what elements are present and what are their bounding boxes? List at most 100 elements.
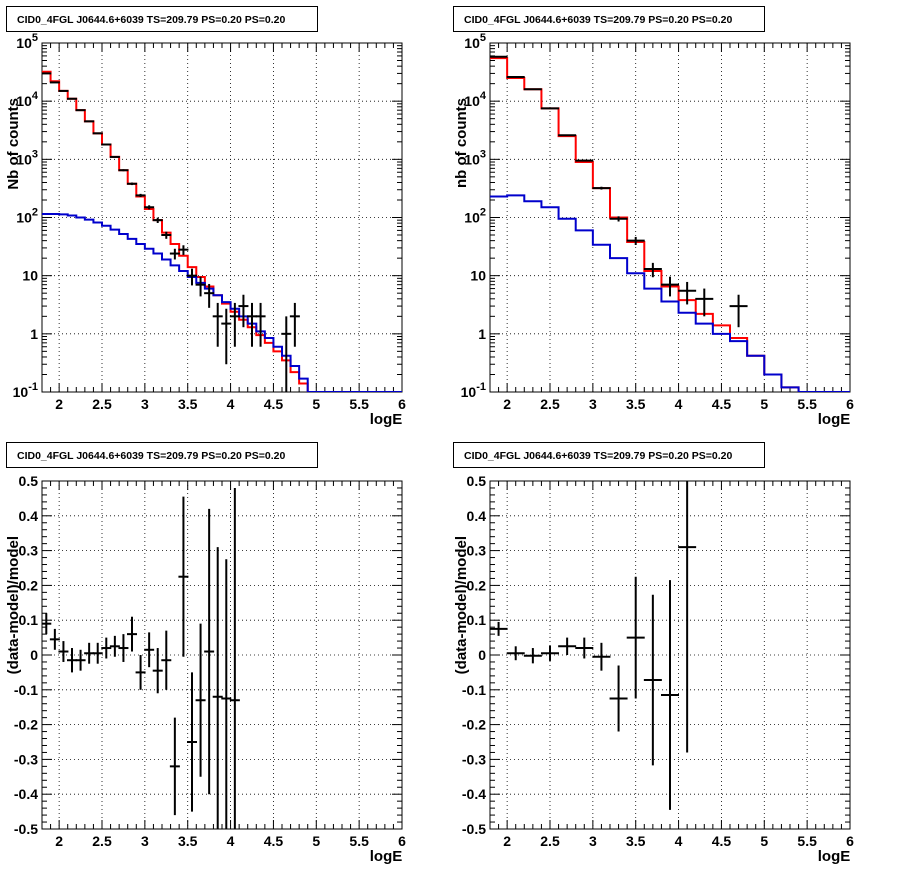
y-tick-label: -0.4 [462,786,486,802]
x-tick-label: 6 [398,833,406,849]
grid-lines [42,480,403,830]
y-tick-label: 0.4 [19,508,39,524]
x-tick-label: 2 [55,833,63,849]
data-point [575,637,594,659]
x-tick-label: 2 [503,833,511,849]
chart-panel-3: 2 2.5 3 3.5 4 4.5 5 5.5 6logE-0.5-0.4-0.3-0.2-0.… [5,473,406,865]
data-point [118,169,129,172]
total-model-line [42,70,402,392]
y-tick-label: -0.3 [14,751,38,767]
x-tick-label: 5 [760,833,768,849]
y-tick-label: 103 [464,148,486,167]
series-layer [490,481,697,810]
y-tick-label: 10-1 [13,381,38,400]
data-point [592,642,611,671]
data-points [42,72,300,392]
y-tick-label: 0.1 [467,612,487,628]
y-axis-label: Nb of counts [5,98,22,190]
data-points [490,481,697,810]
y-axis: 10-1 1 10 102 103 104 105 Nb of counts [5,32,402,400]
y-tick-label: 0.2 [467,577,487,593]
data-point [135,655,146,690]
x-tick-label: 5.5 [349,396,369,412]
x-tick-label: 2.5 [92,833,112,849]
y-tick-label: -0.5 [462,821,486,837]
data-point [109,155,120,158]
data-point [661,276,679,297]
data-point [161,231,172,239]
data-point [212,302,223,347]
data-point [84,120,95,123]
data-point [729,294,748,328]
data-point [289,302,300,347]
data-point [152,217,163,223]
y-tick-label: 10 [22,268,38,284]
x-axis-label: logE [818,848,851,865]
data-point [152,648,163,694]
data-point [609,216,628,222]
y-tick-label: -0.3 [462,751,486,767]
x-tick-label: 5 [312,833,320,849]
y-tick-label: 0.5 [19,473,39,489]
data-point [169,248,180,260]
data-point [144,205,155,210]
x-tick-label: 2.5 [540,833,560,849]
data-point [169,717,180,816]
data-point [187,672,197,812]
data-point [229,487,240,829]
x-tick-label: 5.5 [797,396,817,412]
y-axis: -0.5 -0.4 -0.3 -0.2 -0.1 0 0.1 0.2 0.3 0.4 0.5 (dat… [5,473,402,837]
y-tick-label: -0.2 [462,717,486,733]
x-axis-label: logE [370,848,403,865]
data-point [101,637,112,659]
grid-lines [490,42,851,393]
x-tick-label: 4 [227,833,235,849]
x-tick-label: 3.5 [178,833,198,849]
data-point [575,159,594,162]
data-point [204,283,215,308]
x-tick-label: 3 [589,833,597,849]
data-point [247,302,257,347]
data-point [643,594,662,766]
x-tick-label: 3 [141,833,149,849]
y-tick-label: 105 [464,32,486,51]
data-point [204,508,215,795]
series-layer [42,487,240,829]
data-point [221,559,232,829]
data-point [281,316,292,392]
y-tick-label: 1 [30,326,38,342]
x-tick-label: 3.5 [178,396,198,412]
y-axis-label: nb of counts [453,98,470,188]
data-point [92,642,103,664]
series-layer [42,70,402,392]
data-point [626,576,645,699]
data-point [678,281,697,305]
y-tick-label: 104 [464,90,487,109]
data-point [643,262,662,278]
x-tick-label: 4.5 [264,396,284,412]
x-tick-label: 6 [846,396,854,412]
data-point [127,182,137,186]
data-point [42,613,52,635]
data-point [238,294,249,328]
series-layer [490,55,850,392]
x-tick-label: 4 [675,396,683,412]
y-axis-label: (data-model)/model [5,536,22,674]
data-point [101,143,112,146]
y-tick-label: 1 [478,326,486,342]
y-tick-label: -0.1 [14,682,38,698]
data-point [506,646,525,661]
data-point [229,302,240,347]
y-tick-label: 0.5 [467,473,487,489]
y-tick-label: -0.5 [14,821,38,837]
y-tick-label: 0.4 [467,508,487,524]
data-point [144,632,155,668]
y-tick-label: -0.4 [14,786,38,802]
data-point [75,109,86,112]
x-tick-label: 4.5 [712,396,732,412]
data-point [558,637,577,655]
x-tick-label: 2 [503,396,511,412]
